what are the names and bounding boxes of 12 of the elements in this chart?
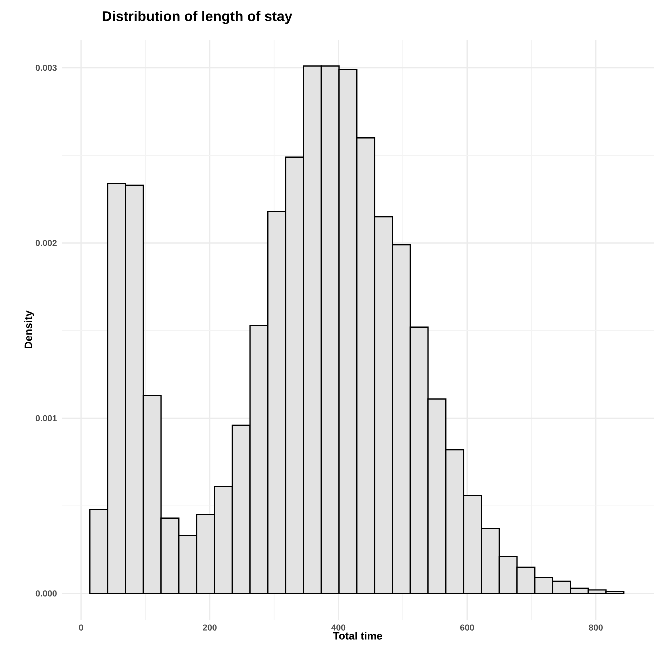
- y-tick-label: 0.000: [36, 590, 57, 597]
- y-tick-label: 0.002: [36, 240, 57, 246]
- x-tick-label: 800: [589, 624, 603, 631]
- x-axis-title: Total time: [333, 632, 382, 640]
- y-tick-label: 0.003: [36, 64, 57, 72]
- x-tick-label: 200: [203, 624, 217, 631]
- chart-title: Distribution of length of stay: [102, 11, 293, 24]
- x-tick-label: 0: [79, 624, 84, 631]
- x-tick-label: 600: [460, 624, 474, 631]
- y-tick-label: 0.001: [36, 415, 58, 422]
- x-tick-label: 400: [332, 624, 346, 631]
- y-axis-title: Density: [24, 310, 34, 349]
